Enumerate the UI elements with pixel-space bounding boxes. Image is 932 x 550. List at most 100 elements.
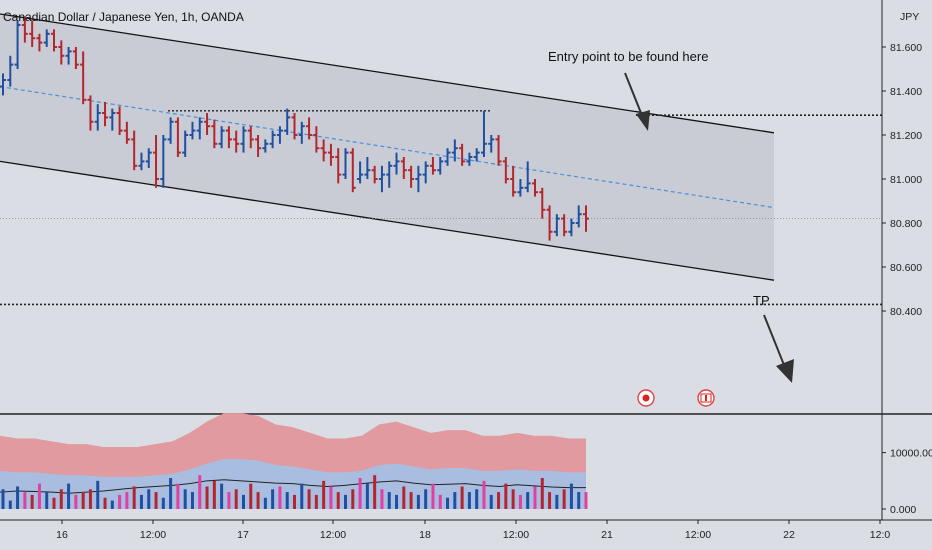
volume-bar[interactable] — [584, 492, 588, 509]
ohlc-bar[interactable] — [7, 55, 14, 87]
ohlc-bar[interactable] — [225, 126, 232, 149]
ohlc-bar[interactable] — [364, 157, 371, 179]
ohlc-bar[interactable] — [233, 130, 240, 153]
volume-bar[interactable] — [569, 483, 573, 509]
volume-bar[interactable] — [23, 492, 27, 509]
price-bars[interactable] — [0, 16, 589, 241]
ohlc-bar[interactable] — [357, 161, 364, 184]
ohlc-bar[interactable] — [495, 135, 502, 166]
volume-bar[interactable] — [256, 492, 260, 509]
ohlc-bar[interactable] — [189, 121, 196, 140]
ohlc-bar[interactable] — [29, 20, 36, 47]
ohlc-bar[interactable] — [94, 104, 101, 131]
volume-bar[interactable] — [533, 486, 537, 509]
ohlc-bar[interactable] — [386, 161, 393, 188]
ohlc-bar[interactable] — [218, 126, 225, 149]
ohlc-bar[interactable] — [335, 148, 342, 184]
ohlc-bar[interactable] — [182, 130, 189, 157]
ohlc-bar[interactable] — [561, 214, 568, 237]
volume-bars[interactable] — [1, 475, 588, 509]
ohlc-bar[interactable] — [502, 157, 509, 184]
ohlc-bar[interactable] — [400, 157, 407, 179]
ohlc-bar[interactable] — [459, 143, 466, 166]
ohlc-bar[interactable] — [255, 135, 262, 157]
volume-bar[interactable] — [548, 492, 552, 509]
volume-bar[interactable] — [409, 492, 413, 509]
volume-bar[interactable] — [37, 483, 41, 509]
ohlc-bar[interactable] — [415, 165, 422, 193]
volume-bar[interactable] — [212, 480, 216, 509]
volume-bar[interactable] — [67, 483, 71, 509]
ohlc-bar[interactable] — [510, 165, 517, 197]
price-axis[interactable]: 81.600 81.400 81.200 81.000 80.800 80.600 80.4… — [882, 42, 922, 318]
volume-bar[interactable] — [190, 492, 194, 509]
volume-bar[interactable] — [540, 478, 544, 509]
volume-bar[interactable] — [489, 494, 493, 509]
volume-bar[interactable] — [220, 483, 224, 509]
ohlc-bar[interactable] — [284, 108, 291, 135]
ohlc-bar[interactable] — [371, 165, 378, 184]
volume-bar[interactable] — [438, 494, 442, 509]
volume-bar[interactable] — [555, 494, 559, 509]
ohlc-bar[interactable] — [14, 20, 21, 69]
volume-bar[interactable] — [8, 500, 12, 509]
volume-bar[interactable] — [329, 486, 333, 509]
volume-bar[interactable] — [139, 494, 143, 509]
volume-bar[interactable] — [118, 494, 122, 509]
volume-bar[interactable] — [467, 492, 471, 509]
volume-bar[interactable] — [511, 489, 515, 509]
ohlc-bar[interactable] — [87, 95, 94, 131]
ohlc-bar[interactable] — [160, 135, 167, 188]
ohlc-bar[interactable] — [174, 117, 181, 157]
volume-bar[interactable] — [387, 492, 391, 509]
ohlc-bar[interactable] — [466, 152, 473, 166]
ohlc-bar[interactable] — [0, 73, 6, 96]
ohlc-bar[interactable] — [36, 33, 43, 52]
volume-bar[interactable] — [336, 492, 340, 509]
volume-bar[interactable] — [365, 483, 369, 509]
volume-bar[interactable] — [241, 494, 245, 509]
volume-bar[interactable] — [74, 494, 78, 509]
volume-bar[interactable] — [293, 494, 296, 509]
ohlc-bar[interactable] — [546, 205, 553, 241]
volume-bar[interactable] — [482, 480, 486, 509]
ohlc-bar[interactable] — [473, 148, 480, 162]
ohlc-bar[interactable] — [298, 121, 305, 144]
ohlc-bar[interactable] — [145, 148, 152, 168]
volume-bar[interactable] — [518, 494, 522, 509]
ohlc-bar[interactable] — [568, 218, 575, 237]
ohlc-bar[interactable] — [43, 29, 50, 47]
volume-bar[interactable] — [424, 489, 428, 509]
ohlc-bar[interactable] — [524, 161, 531, 193]
volume-bar[interactable] — [344, 494, 348, 509]
volume-bar[interactable] — [227, 492, 231, 509]
volume-bar[interactable] — [402, 486, 406, 509]
ohlc-bar[interactable] — [575, 205, 582, 228]
volume-bar[interactable] — [314, 494, 318, 509]
ohlc-bar[interactable] — [408, 165, 415, 188]
volume-bar[interactable] — [271, 489, 275, 509]
ohlc-bar[interactable] — [196, 117, 203, 140]
event-marker-canada-2[interactable] — [697, 389, 715, 407]
volume-bar[interactable] — [103, 497, 107, 509]
volume-bar[interactable] — [1, 489, 5, 509]
channel-lower-line[interactable] — [0, 160, 775, 281]
ohlc-bar[interactable] — [131, 130, 138, 171]
ohlc-bar[interactable] — [306, 117, 313, 140]
volume-bar[interactable] — [96, 480, 100, 509]
ohlc-bar[interactable] — [480, 110, 487, 157]
volume-bar[interactable] — [300, 483, 304, 509]
volume-bar[interactable] — [59, 489, 63, 509]
volume-bar[interactable] — [88, 489, 92, 509]
volume-bar[interactable] — [504, 483, 508, 509]
volume-bar[interactable] — [446, 497, 450, 509]
ohlc-bar[interactable] — [153, 135, 160, 188]
ohlc-bar[interactable] — [204, 113, 211, 135]
ohlc-bar[interactable] — [393, 152, 400, 175]
ohlc-bar[interactable] — [262, 139, 269, 153]
volume-bar[interactable] — [358, 478, 362, 509]
ohlc-bar[interactable] — [102, 102, 109, 127]
volume-axis[interactable]: 10000.000 0.000 — [882, 448, 932, 516]
ohlc-bar[interactable] — [72, 47, 79, 69]
event-marker-canada-1[interactable] — [637, 389, 655, 407]
